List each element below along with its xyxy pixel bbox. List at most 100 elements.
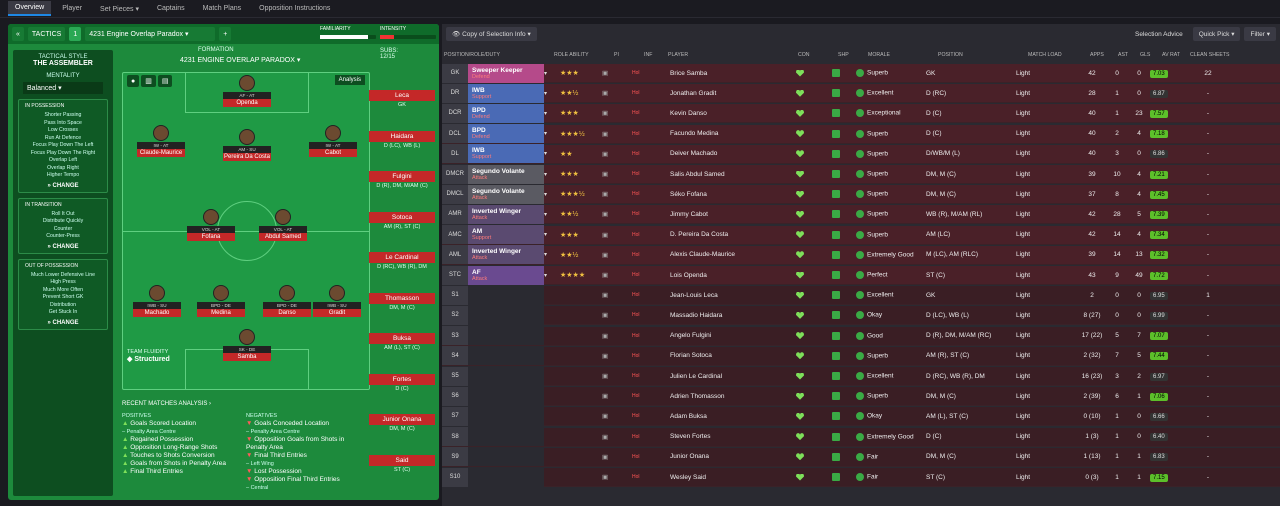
- column-header[interactable]: MORALE: [868, 52, 890, 58]
- player-card[interactable]: VOL - AT Abdul Samed: [259, 209, 307, 241]
- role-duty[interactable]: Inverted Winger Attack: [468, 204, 544, 224]
- table-row[interactable]: DMCR Segundo Volante Attack ▾ ★★★ ▣ Hol Salis A…: [442, 164, 1280, 184]
- table-row[interactable]: DR IWB Support ▾ ★★½ ▣ Hol Jonathan Gradit Excel…: [442, 83, 1280, 104]
- player-name[interactable]: Lois Openda: [670, 271, 707, 279]
- role-duty[interactable]: AF Attack: [468, 265, 544, 285]
- tab-set-pieces[interactable]: Set Pieces ▾: [100, 5, 139, 13]
- player-card[interactable]: IWB - SU Machado: [133, 285, 181, 317]
- recent-matches-title[interactable]: RECENT MATCHES ANALYSIS ›: [122, 401, 212, 407]
- table-row[interactable]: S9 ▣ Hol Junior Onana Fair DM, M (C) Light 1 (1…: [442, 447, 1280, 467]
- column-header[interactable]: AV RAT: [1162, 52, 1180, 58]
- player-name[interactable]: Salis Abdul Samed: [670, 170, 725, 178]
- role-duty[interactable]: Sweeper Keeper Defend: [468, 63, 544, 83]
- column-header[interactable]: CLEAN SHEETS: [1190, 52, 1230, 58]
- dropdown-arrow[interactable]: ▾: [544, 171, 548, 178]
- in-possession-change-button[interactable]: » CHANGE: [47, 182, 79, 189]
- player-card[interactable]: SK - DE Samba: [223, 329, 271, 361]
- column-header[interactable]: GLS: [1140, 52, 1151, 58]
- table-row[interactable]: DCL BPD Defend ▾ ★★★½ ▣ Hol Facundo Medina Super…: [442, 124, 1280, 144]
- table-row[interactable]: S1 ▣ Hol Jean-Louis Leca Excellent GK Light 2 0 0…: [442, 285, 1280, 306]
- column-header[interactable]: PI: [614, 52, 619, 58]
- dropdown-arrow[interactable]: ▾: [544, 272, 548, 279]
- role-duty[interactable]: Inverted Winger Attack: [468, 245, 544, 265]
- table-row[interactable]: AMC AM Support ▾ ★★★ ▣ Hol D. Pereira Da Costa S…: [442, 225, 1280, 245]
- role-duty[interactable]: IWB Support: [468, 144, 544, 164]
- player-card[interactable]: AF - AT Openda: [223, 75, 271, 107]
- dropdown-arrow[interactable]: ▾: [544, 151, 548, 158]
- player-name[interactable]: Angelo Fulgini: [670, 332, 712, 340]
- tab-player[interactable]: Player: [62, 5, 83, 12]
- sub-card[interactable]: Buksa AM (L), ST (C): [369, 333, 435, 351]
- table-row[interactable]: DMCL Segundo Volante Attack ▾ ★★★½ ▣ Hol Séko F…: [442, 184, 1280, 205]
- role-duty[interactable]: [468, 386, 544, 406]
- tab-opposition-instructions[interactable]: Opposition Instructions: [259, 5, 331, 12]
- in-transition-change-button[interactable]: » CHANGE: [47, 243, 79, 250]
- dropdown-arrow[interactable]: ▾: [544, 110, 548, 117]
- table-row[interactable]: AML Inverted Winger Attack ▾ ★★½ ▣ Hol Alexis C…: [442, 245, 1280, 265]
- player-card[interactable]: IWB - SU Gradit: [313, 285, 361, 317]
- player-name[interactable]: Massadio Haidara: [670, 311, 723, 319]
- table-row[interactable]: S7 ▣ Hol Adam Buksa Okay AM (L), ST (C) Light 0…: [442, 406, 1280, 427]
- table-row[interactable]: STC AF Attack ▾ ★★★★ ▣ Hol Lois Openda Perfect ST…: [442, 265, 1280, 285]
- role-duty[interactable]: [468, 406, 544, 426]
- sub-card[interactable]: Leca GK: [369, 90, 435, 108]
- role-duty[interactable]: [468, 346, 544, 366]
- role-duty[interactable]: [468, 305, 544, 325]
- player-name[interactable]: Florian Sotoca: [670, 352, 712, 360]
- role-duty[interactable]: [468, 285, 544, 305]
- player-name[interactable]: Wesley Said: [670, 473, 707, 481]
- player-name[interactable]: Adrien Thomasson: [670, 392, 725, 400]
- dropdown-arrow[interactable]: ▾: [544, 211, 548, 218]
- dropdown-arrow[interactable]: ▾: [544, 131, 548, 138]
- player-name[interactable]: Steven Fortes: [670, 433, 711, 441]
- role-duty[interactable]: BPD Defend: [468, 124, 544, 144]
- mentality-select[interactable]: Balanced ▾: [23, 82, 103, 94]
- dropdown-arrow[interactable]: ▾: [544, 191, 548, 198]
- collapse-button[interactable]: «: [12, 27, 24, 41]
- player-card[interactable]: BPD - DE Danso: [263, 285, 311, 317]
- player-name[interactable]: Julien Le Cardinal: [670, 372, 723, 380]
- role-duty[interactable]: AM Support: [468, 225, 544, 245]
- column-header[interactable]: CON: [798, 52, 810, 58]
- role-duty[interactable]: BPD Defend: [468, 103, 544, 123]
- column-header[interactable]: MATCH LOAD: [1028, 52, 1062, 58]
- table-row[interactable]: S2 ▣ Hol Massadio Haidara Okay D (LC), WB (L)…: [442, 305, 1280, 326]
- role-duty[interactable]: Segundo Volante Attack: [468, 184, 544, 204]
- tactic-slot[interactable]: 1: [69, 27, 82, 41]
- player-name[interactable]: Facundo Medina: [670, 130, 719, 138]
- copy-selection-info-button[interactable]: 👁 Copy of Selection Info ▾: [446, 27, 537, 41]
- player-name[interactable]: Jonathan Gradit: [670, 89, 717, 97]
- sub-card[interactable]: Fortes D (C): [369, 373, 435, 392]
- tab-captains[interactable]: Captains: [156, 5, 185, 12]
- quick-pick-button[interactable]: Quick Pick ▾: [1192, 27, 1241, 41]
- out-of-possession-change-button[interactable]: » CHANGE: [47, 319, 79, 326]
- player-name[interactable]: D. Pereira Da Costa: [670, 231, 729, 239]
- column-header[interactable]: POSITION: [938, 52, 963, 58]
- player-name[interactable]: Séko Fofana: [670, 190, 707, 198]
- selection-advice-button[interactable]: Selection Advice: [1128, 27, 1189, 41]
- role-duty[interactable]: [468, 326, 544, 346]
- column-header[interactable]: ROLE ABILITY: [554, 52, 589, 58]
- dropdown-arrow[interactable]: ▾: [544, 70, 548, 77]
- player-card[interactable]: IW - AT Claude-Maurice: [137, 125, 185, 157]
- tab-overview[interactable]: Overview: [8, 1, 52, 16]
- dropdown-arrow[interactable]: ▾: [544, 252, 548, 259]
- sub-card[interactable]: Thomasson DM, M (C): [369, 292, 435, 311]
- tactic-name-select[interactable]: 4231 Engine Overlap Paradox ▾: [85, 27, 216, 41]
- table-row[interactable]: S5 ▣ Hol Julien Le Cardinal Excellent D (RC),…: [442, 366, 1280, 386]
- add-tactic-button[interactable]: +: [219, 27, 232, 41]
- column-header[interactable]: INF: [644, 52, 653, 58]
- dropdown-arrow[interactable]: ▾: [544, 90, 548, 97]
- sub-card[interactable]: Fulgini D (R), DM, M/AM (C): [369, 171, 435, 189]
- sub-card[interactable]: Said ST (C): [369, 454, 435, 473]
- role-duty[interactable]: [468, 467, 544, 487]
- bar-chart-icon[interactable]: ▥: [141, 75, 156, 87]
- formation-select[interactable]: 4231 ENGINE OVERLAP PARADOX ▾: [180, 57, 301, 64]
- table-row[interactable]: DCR BPD Defend ▾ ★★★ ▣ Hol Kevin Danso Exception…: [442, 103, 1280, 124]
- dropdown-arrow[interactable]: ▾: [544, 232, 548, 239]
- sub-card[interactable]: Junior Onana DM, M (C): [369, 414, 435, 432]
- person-list-icon[interactable]: ▤: [157, 75, 173, 87]
- role-duty[interactable]: [468, 447, 544, 467]
- sub-card[interactable]: Haidara D (LC), WB (L): [369, 130, 435, 149]
- analysis-button[interactable]: Analysis: [334, 75, 365, 85]
